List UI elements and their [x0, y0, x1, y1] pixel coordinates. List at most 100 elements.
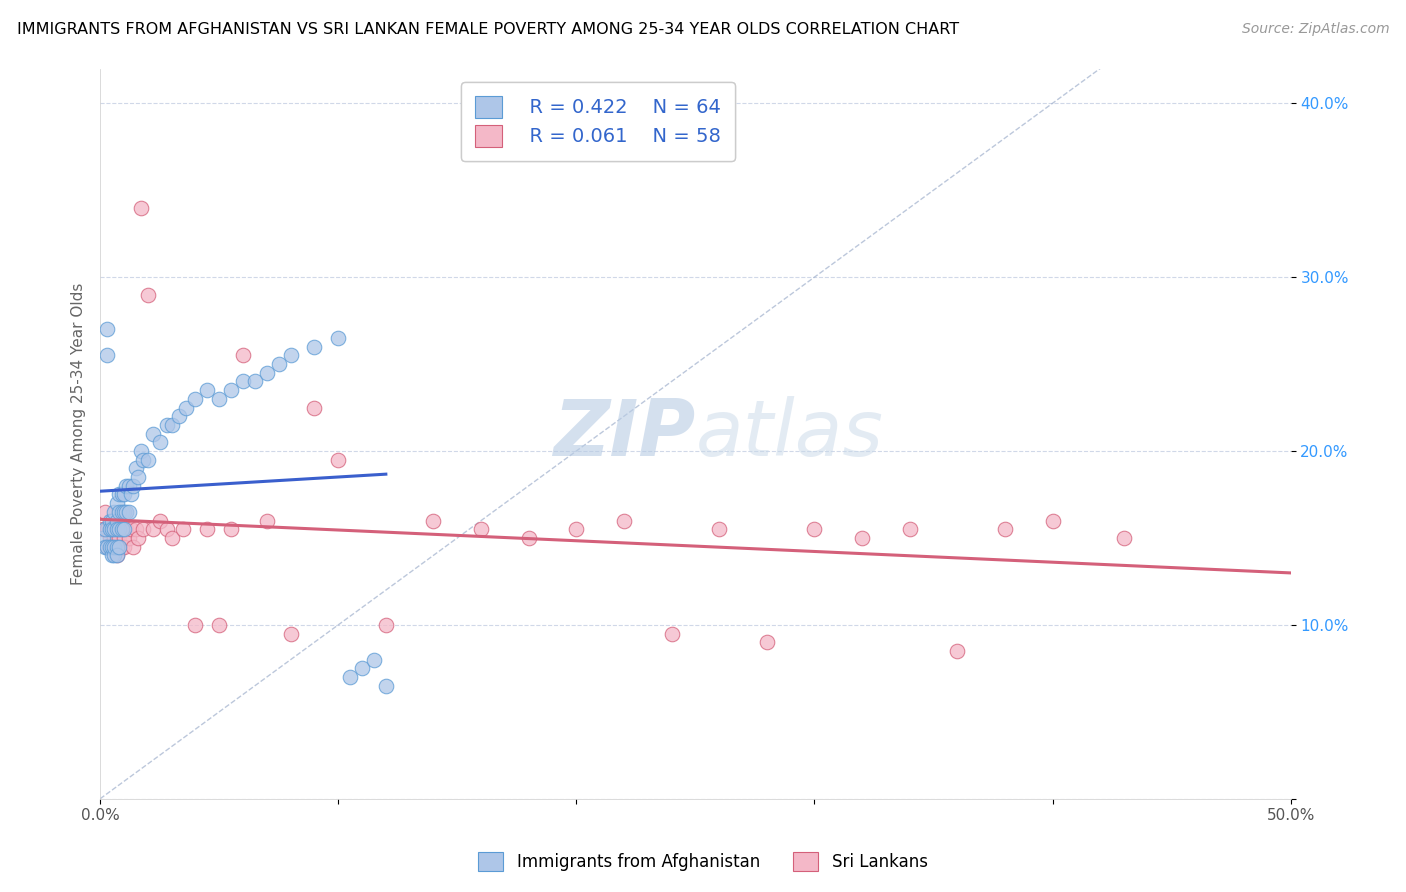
Point	[149, 435, 172, 450]
Point	[112, 487, 135, 501]
Point	[470, 522, 492, 536]
Point	[96, 348, 118, 362]
Point	[156, 522, 179, 536]
Point	[1042, 514, 1064, 528]
Point	[105, 549, 128, 563]
Point	[110, 522, 132, 536]
Point	[118, 505, 141, 519]
Point	[328, 331, 350, 345]
Point	[94, 540, 117, 554]
Point	[108, 540, 131, 554]
Point	[174, 401, 197, 415]
Point	[105, 549, 128, 563]
Point	[103, 531, 125, 545]
Point	[101, 549, 124, 563]
Point	[422, 514, 444, 528]
Point	[709, 522, 731, 536]
Point	[110, 487, 132, 501]
Y-axis label: Female Poverty Among 25-34 Year Olds: Female Poverty Among 25-34 Year Olds	[72, 283, 86, 585]
Point	[105, 540, 128, 554]
Point	[120, 487, 142, 501]
Point	[118, 479, 141, 493]
Point	[120, 522, 142, 536]
Point	[172, 522, 194, 536]
Point	[101, 540, 124, 554]
Point	[136, 452, 159, 467]
Point	[105, 531, 128, 545]
Point	[122, 479, 145, 493]
Point	[94, 522, 117, 536]
Point	[108, 505, 131, 519]
Point	[208, 392, 231, 406]
Point	[350, 661, 373, 675]
Point	[232, 375, 254, 389]
Point	[374, 618, 396, 632]
Point	[118, 531, 141, 545]
Point	[98, 540, 121, 554]
Point	[184, 618, 207, 632]
Point	[946, 644, 969, 658]
Point	[125, 461, 148, 475]
Point	[160, 531, 183, 545]
Point	[98, 522, 121, 536]
Point	[127, 470, 149, 484]
Point	[103, 522, 125, 536]
Point	[243, 375, 266, 389]
Point	[195, 383, 218, 397]
Point	[232, 348, 254, 362]
Point	[91, 531, 114, 545]
Point	[115, 522, 138, 536]
Point	[105, 522, 128, 536]
Point	[195, 522, 218, 536]
Point	[851, 531, 873, 545]
Point	[328, 452, 350, 467]
Point	[339, 670, 361, 684]
Point	[219, 522, 242, 536]
Legend:   R = 0.422    N = 64,   R = 0.061    N = 58: R = 0.422 N = 64, R = 0.061 N = 58	[461, 82, 735, 161]
Point	[96, 322, 118, 336]
Point	[105, 522, 128, 536]
Point	[115, 505, 138, 519]
Point	[267, 357, 290, 371]
Point	[1112, 531, 1135, 545]
Text: Source: ZipAtlas.com: Source: ZipAtlas.com	[1241, 22, 1389, 37]
Point	[994, 522, 1017, 536]
Point	[565, 522, 588, 536]
Point	[112, 522, 135, 536]
Point	[96, 540, 118, 554]
Point	[110, 522, 132, 536]
Text: atlas: atlas	[696, 396, 883, 472]
Point	[108, 522, 131, 536]
Point	[219, 383, 242, 397]
Point	[661, 626, 683, 640]
Legend: Immigrants from Afghanistan, Sri Lankans: Immigrants from Afghanistan, Sri Lankans	[470, 843, 936, 880]
Text: ZIP: ZIP	[553, 396, 696, 472]
Point	[208, 618, 231, 632]
Point	[115, 479, 138, 493]
Point	[112, 505, 135, 519]
Point	[101, 514, 124, 528]
Point	[96, 540, 118, 554]
Point	[129, 444, 152, 458]
Point	[103, 540, 125, 554]
Point	[127, 531, 149, 545]
Point	[132, 522, 155, 536]
Point	[132, 452, 155, 467]
Point	[149, 514, 172, 528]
Point	[105, 514, 128, 528]
Point	[101, 522, 124, 536]
Point	[110, 505, 132, 519]
Point	[304, 401, 326, 415]
Point	[110, 540, 132, 554]
Point	[156, 417, 179, 432]
Point	[898, 522, 921, 536]
Point	[136, 287, 159, 301]
Point	[363, 653, 385, 667]
Point	[103, 505, 125, 519]
Point	[103, 549, 125, 563]
Point	[167, 409, 190, 424]
Point	[112, 540, 135, 554]
Point	[94, 505, 117, 519]
Point	[141, 522, 163, 536]
Point	[96, 522, 118, 536]
